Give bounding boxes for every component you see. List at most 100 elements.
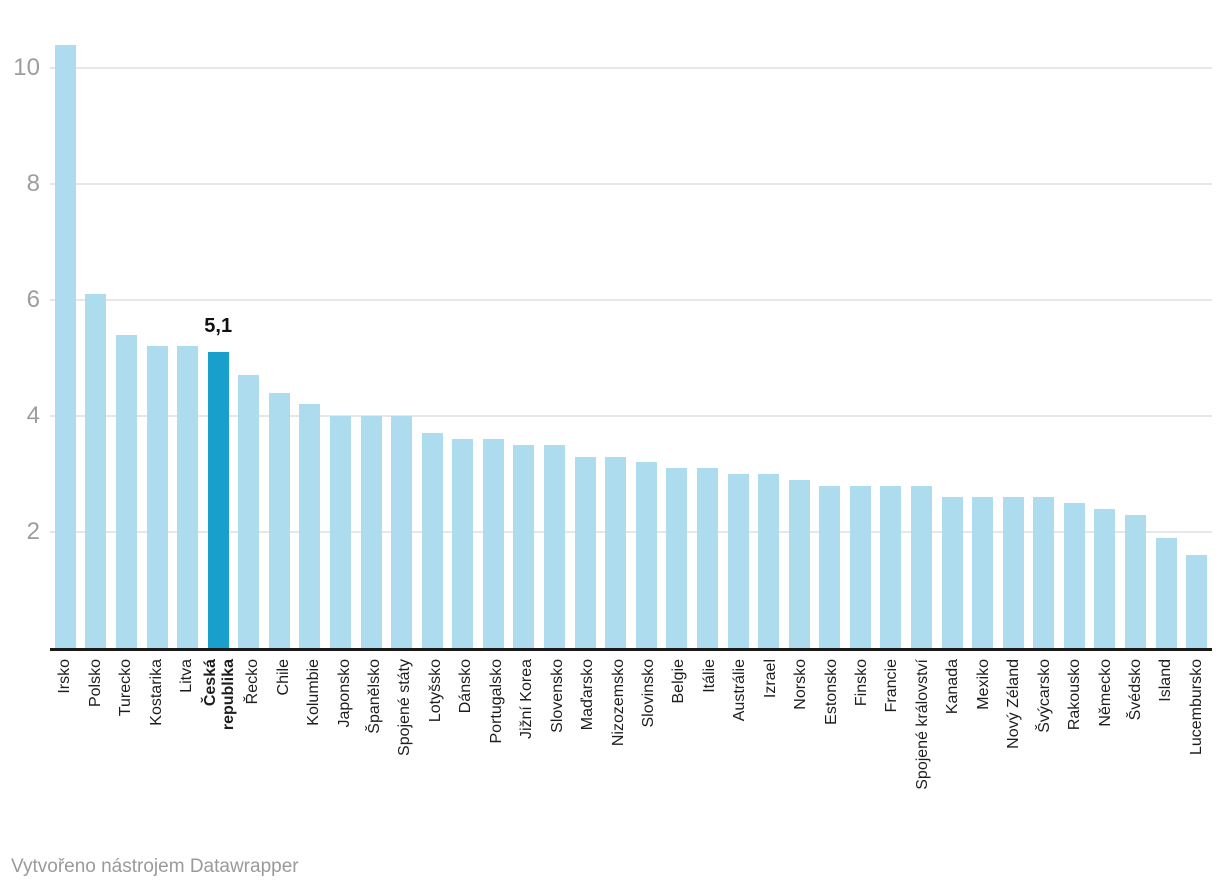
x-axis-label-slot: Mexiko: [969, 659, 999, 859]
x-axis-label: Island: [1157, 659, 1175, 702]
x-axis-label: Estonsko: [822, 659, 840, 725]
bar-slot: [509, 445, 540, 648]
bar: [452, 439, 474, 648]
bar-slot: [111, 334, 142, 648]
x-axis-label-slot: Nizozemsko: [603, 659, 633, 859]
bar: [727, 474, 749, 648]
bars-area: [50, 0, 1212, 648]
x-axis-label: Finsko: [853, 659, 871, 707]
x-axis-label-slot: Izrael: [755, 659, 785, 859]
bar: [391, 416, 413, 648]
x-axis-label-slot: Finsko: [847, 659, 877, 859]
x-axis-label-slot: Itálie: [695, 659, 725, 859]
bar-slot: [570, 456, 601, 648]
bar-slot: [356, 416, 387, 648]
bar-slot: [631, 462, 662, 648]
bar-slot: [81, 294, 112, 648]
x-axis-label-slot: Austrálie: [725, 659, 755, 859]
bar-slot: [753, 474, 784, 648]
bar-slot: [1151, 537, 1182, 648]
x-axis-label: Spojené státy: [396, 659, 414, 756]
x-axis-label: Irsko: [56, 659, 74, 694]
bar: [788, 479, 810, 648]
x-axis-label: Nizozemsko: [609, 659, 627, 747]
x-axis-label: Izrael: [761, 659, 779, 699]
y-axis-tick-label: 10: [13, 54, 40, 81]
bar: [115, 334, 137, 648]
bar-slot: [967, 497, 998, 648]
y-axis-tick-label: 2: [26, 518, 40, 545]
x-axis-label: Belgie: [670, 659, 688, 704]
x-axis-labels: Irsko Polsko Turecko Kostarika Litva Česká re…: [50, 659, 1212, 859]
bar-slot: [142, 346, 173, 648]
gridline: [50, 183, 1212, 185]
x-axis-label: Francie: [883, 659, 901, 713]
x-axis-label: Slovinsko: [639, 659, 657, 728]
gridline: [50, 299, 1212, 301]
y-axis-tick-label: 6: [26, 286, 40, 313]
x-axis-label-slot: Litva: [172, 659, 202, 859]
bar: [421, 433, 443, 648]
bar-slot: [1059, 503, 1090, 648]
bar: [544, 445, 566, 648]
x-axis-label: Švédsko: [1126, 659, 1144, 721]
x-axis-label-slot: Belgie: [664, 659, 694, 859]
bar: [513, 445, 535, 648]
x-axis-label-slot: Kanada: [938, 659, 968, 859]
x-axis-label: Austrálie: [731, 659, 749, 722]
x-axis-label: Polsko: [86, 659, 104, 708]
bar-slot: [539, 445, 570, 648]
x-axis-label-slot: Řecko: [238, 659, 268, 859]
bar: [238, 375, 260, 648]
bar: [574, 456, 596, 648]
bar: [819, 485, 841, 648]
x-axis-label-slot: Švýcarsko: [1029, 659, 1059, 859]
bar-slot: [723, 474, 754, 648]
bar-highlighted: [207, 352, 229, 648]
x-axis-label: Litva: [178, 659, 196, 693]
bar-slot: [845, 485, 876, 648]
bar: [1063, 503, 1085, 648]
x-axis-label: Rakousko: [1066, 659, 1084, 731]
x-axis-label-slot: Jižní Korea: [512, 659, 542, 859]
x-axis-label: Turecko: [117, 659, 135, 717]
x-axis-label: Španělsko: [366, 659, 384, 734]
x-axis-label-slot: Spojené státy: [390, 659, 420, 859]
x-axis-label-slot: Japonsko: [329, 659, 359, 859]
x-axis-label: Řecko: [244, 659, 262, 705]
bar-slot: [1090, 508, 1121, 648]
x-axis-label: Maďarsko: [579, 659, 597, 731]
bar-slot: [937, 497, 968, 648]
y-axis-tick-label: 8: [26, 170, 40, 197]
x-axis-line: [50, 648, 1212, 651]
bar: [758, 474, 780, 648]
bar-slot: [417, 433, 448, 648]
bar: [1125, 514, 1147, 648]
x-axis-label-slot: Francie: [877, 659, 907, 859]
gridline: [50, 531, 1212, 533]
x-axis-label-slot: Estonsko: [816, 659, 846, 859]
bar-slot: [1029, 497, 1060, 648]
x-axis-label: Chile: [274, 659, 292, 696]
x-axis-label: Kolumbie: [305, 659, 323, 726]
x-axis-label-slot: Island: [1151, 659, 1181, 859]
bar: [177, 346, 199, 648]
bar: [360, 416, 382, 648]
x-axis-label-slot: Lucembursko: [1182, 659, 1212, 859]
x-axis-label: Lucembursko: [1187, 659, 1205, 756]
bar: [972, 497, 994, 648]
bar-slot: [203, 352, 234, 648]
x-axis-label-highlighted: Česká republika: [202, 659, 238, 731]
gridline: [50, 415, 1212, 417]
bar-slot: [448, 439, 479, 648]
x-axis-label: Německo: [1096, 659, 1114, 727]
bar-slot: [692, 468, 723, 648]
x-axis-label-slot: Španělsko: [360, 659, 390, 859]
bar-slot: [386, 416, 417, 648]
bar: [696, 468, 718, 648]
x-axis-label-slot: Norsko: [786, 659, 816, 859]
x-axis-label-slot: Kostarika: [141, 659, 171, 859]
x-axis-label-slot: Irsko: [50, 659, 80, 859]
bar-slot: [998, 497, 1029, 648]
